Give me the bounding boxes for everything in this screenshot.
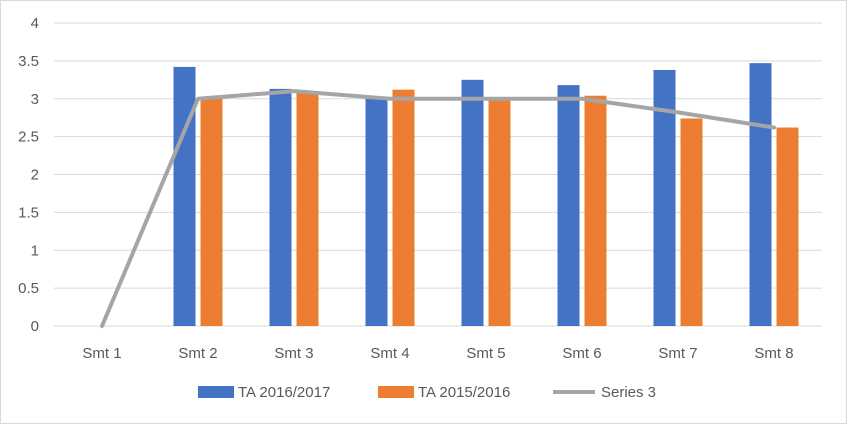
bar-ta-2015-2016-smt-3 [296, 91, 319, 326]
gridlines [54, 22, 822, 327]
y-tick-label: 2 [31, 167, 39, 184]
bar-ta-2016-2017-smt-3 [269, 88, 292, 326]
legend-label: TA 2015/2016 [418, 384, 510, 401]
x-tick-label: Smt 7 [658, 345, 697, 362]
legend-label: TA 2016/2017 [238, 384, 330, 401]
legend-swatch [378, 386, 414, 398]
y-tick-label: 0.5 [18, 280, 39, 297]
y-tick-label: 2.5 [18, 129, 39, 146]
bar-ta-2015-2016-smt-4 [392, 89, 415, 326]
x-tick-label: Smt 4 [370, 345, 409, 362]
y-tick-label: 0 [31, 318, 39, 335]
x-tick-label: Smt 1 [82, 345, 121, 362]
bar-ta-2016-2017-smt-4 [365, 98, 388, 326]
legend-label: Series 3 [601, 384, 656, 401]
bars [173, 63, 799, 327]
x-tick-label: Smt 8 [754, 345, 793, 362]
x-tick-label: Smt 5 [466, 345, 505, 362]
y-axis-tick-labels: 0 0.5 1 1.5 2 2.5 3 3.5 4 [18, 15, 39, 335]
y-tick-label: 4 [31, 15, 39, 32]
bar-ta-2016-2017-smt-8 [749, 63, 772, 327]
line-series [100, 89, 776, 328]
bar-ta-2016-2017-smt-2 [173, 66, 196, 326]
bar-ta-2015-2016-smt-8 [776, 127, 799, 326]
x-axis-tick-labels: Smt 1 Smt 2 Smt 3 Smt 4 Smt 5 Smt 6 Smt 7 Smt 8 [82, 345, 793, 362]
y-tick-label: 3.5 [18, 53, 39, 70]
bar-ta-2015-2016-smt-2 [200, 98, 223, 326]
bar-ta-2016-2017-smt-6 [557, 85, 580, 327]
x-tick-label: Smt 6 [562, 345, 601, 362]
bar-ta-2016-2017-smt-7 [653, 69, 676, 326]
bar-ta-2016-2017-smt-5 [461, 79, 484, 326]
line-series-3 [100, 89, 776, 328]
y-tick-label: 1.5 [18, 204, 39, 221]
y-tick-label: 1 [31, 242, 39, 259]
x-tick-label: Smt 2 [178, 345, 217, 362]
bar-ta-2015-2016-smt-6 [584, 95, 607, 326]
legend: TA 2016/2017 TA 2015/2016 Series 3 [198, 384, 656, 401]
x-tick-label: Smt 3 [274, 345, 313, 362]
bar-ta-2015-2016-smt-7 [680, 118, 703, 326]
legend-swatch [198, 386, 234, 398]
bar-ta-2015-2016-smt-5 [488, 98, 511, 326]
y-tick-label: 3 [31, 91, 39, 108]
